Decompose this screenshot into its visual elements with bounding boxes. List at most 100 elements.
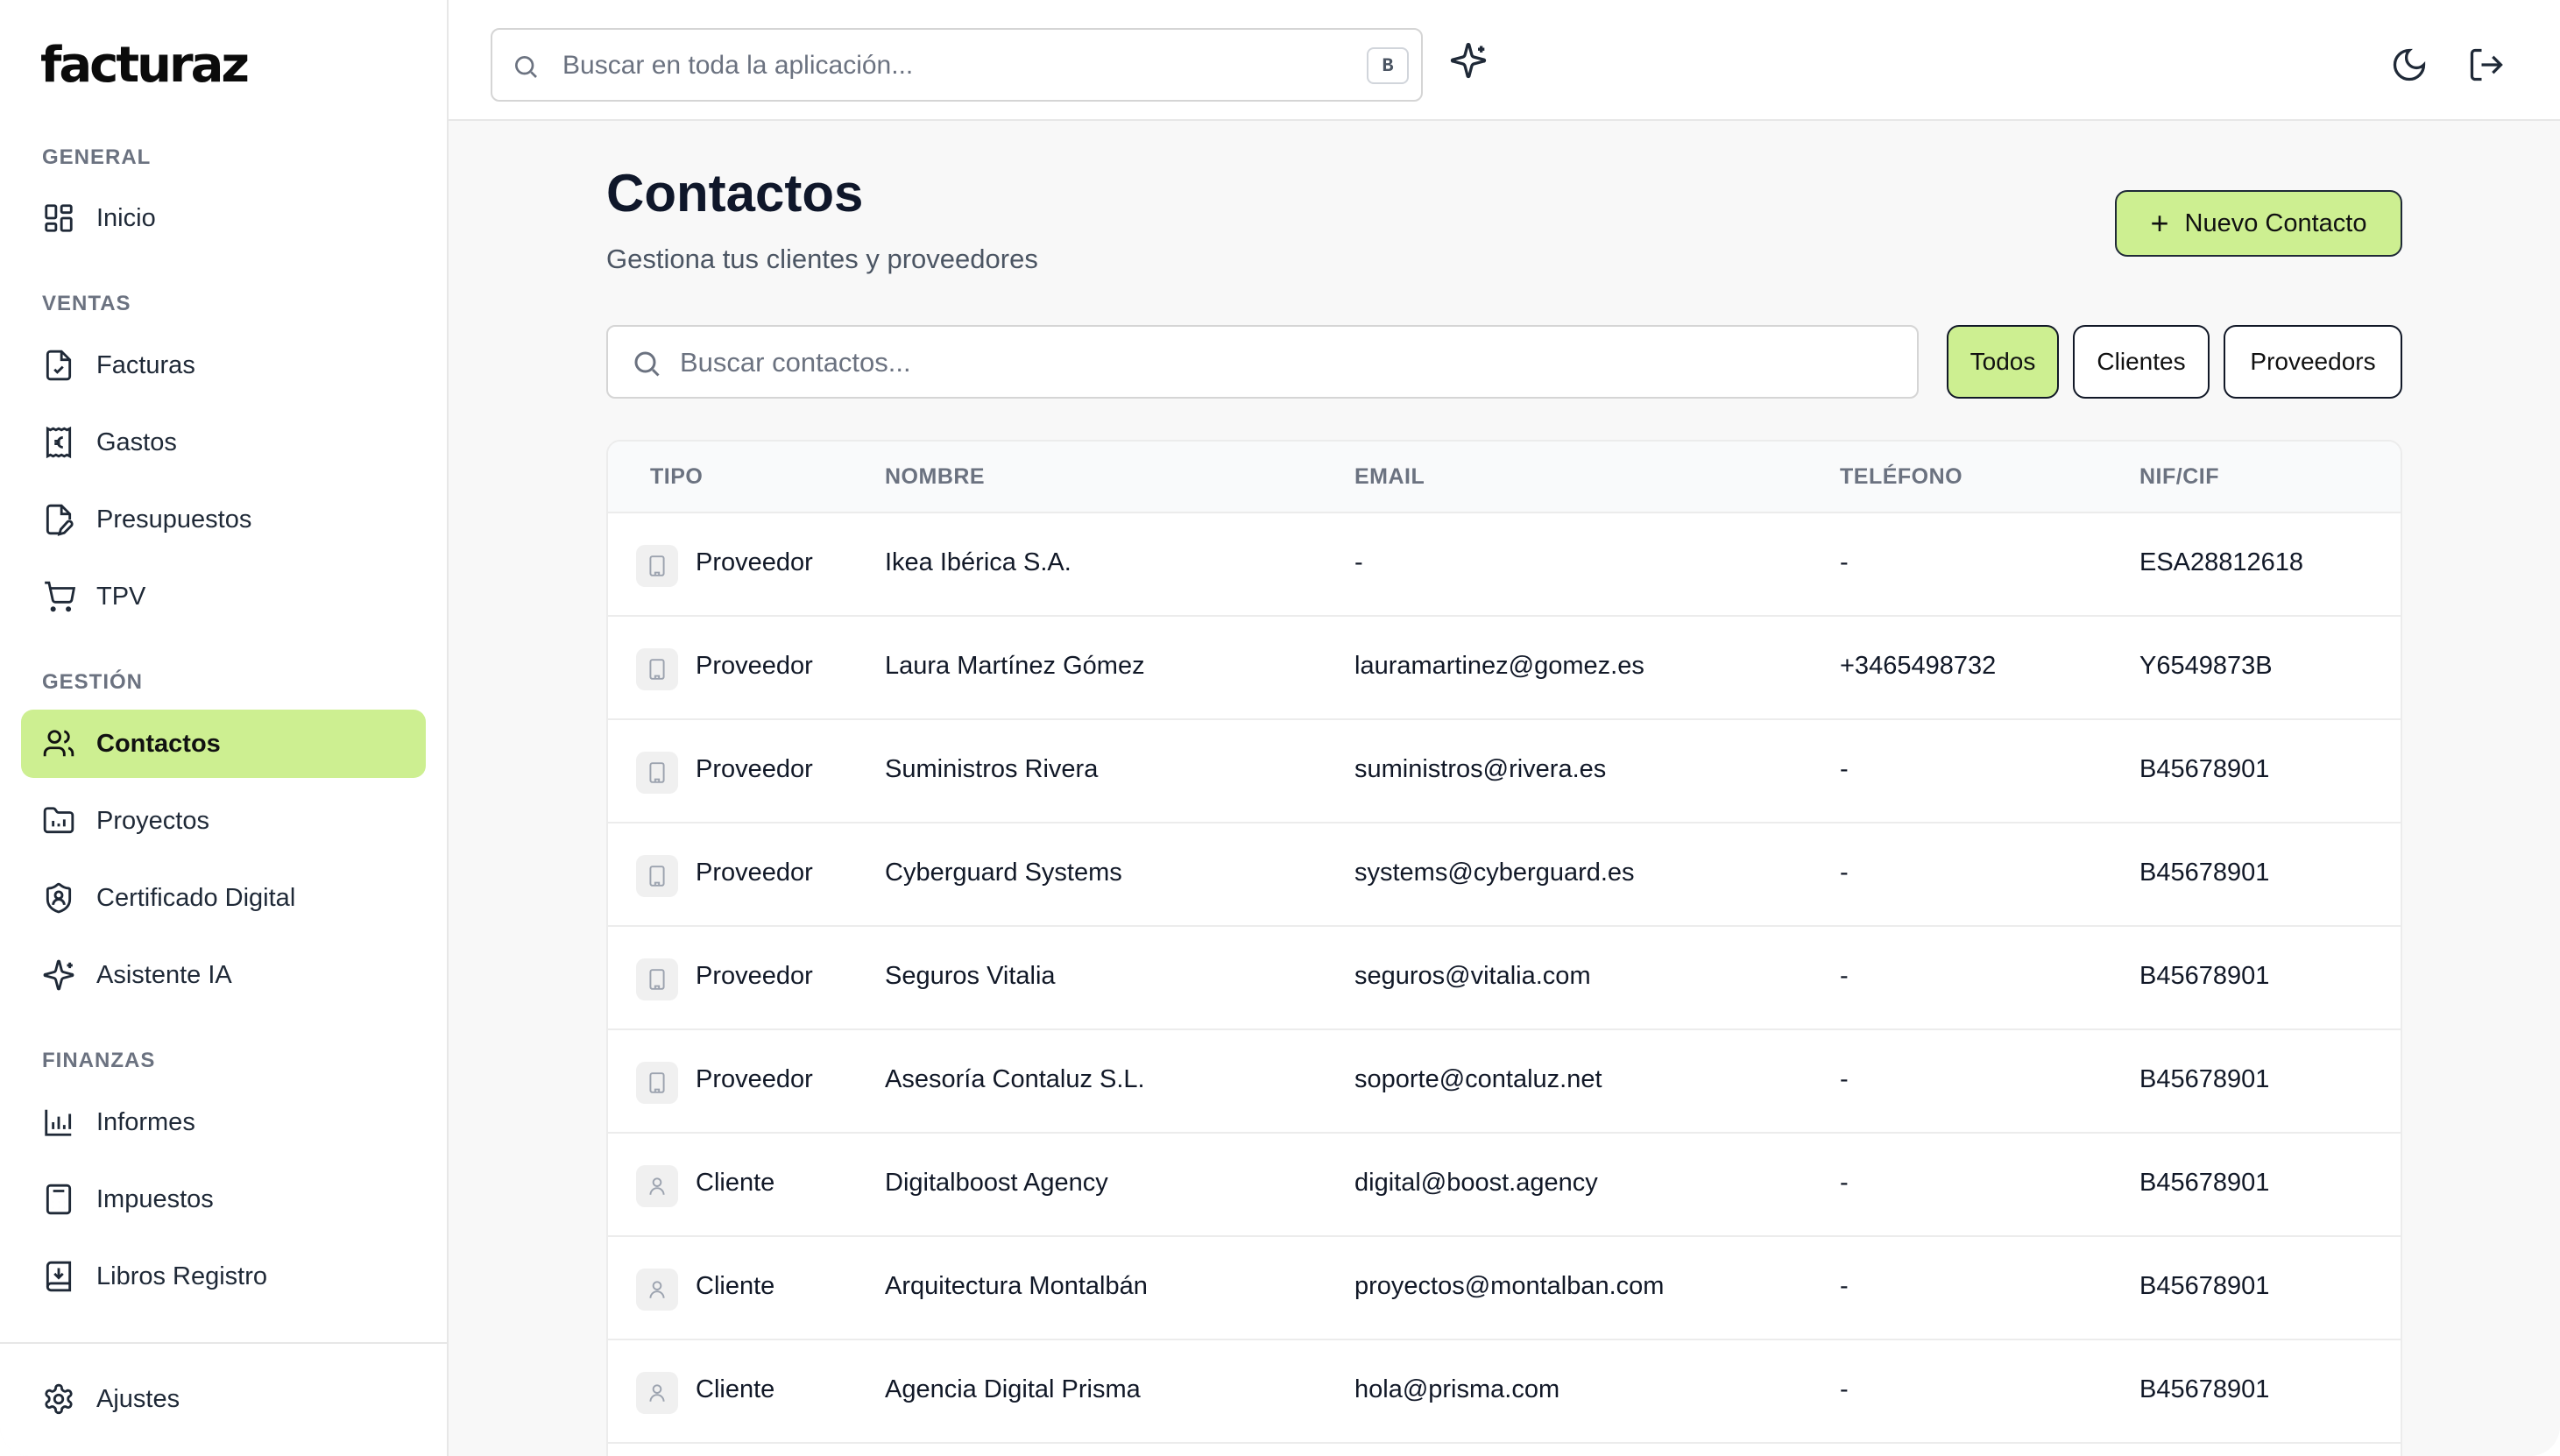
table-row[interactable]: Proveedor Asesoría Contaluz S.L. soporte…	[608, 1030, 2401, 1134]
page-title: Contactos	[606, 164, 864, 223]
contact-search[interactable]	[606, 325, 1919, 399]
cell-nombre: Asesoría Contaluz S.L.	[885, 1065, 1145, 1093]
book-download-icon	[46, 1261, 72, 1292]
cell-nombre: Laura Martínez Gómez	[885, 652, 1145, 680]
dashboard-icon	[45, 204, 73, 232]
type-badge	[636, 752, 678, 794]
cell-nif: B45678901	[2139, 1065, 2270, 1093]
logout-icon[interactable]	[2467, 46, 2506, 84]
cell-telefono: +3465498732	[1840, 652, 1997, 680]
search-icon	[515, 56, 537, 78]
column-header-nombre[interactable]: NOMBRE	[885, 464, 986, 489]
building-icon	[649, 659, 665, 680]
table-row[interactable]: Cliente Agencia Digital Prisma hola@pris…	[608, 1340, 2401, 1444]
global-search[interactable]: B	[491, 28, 1423, 102]
cell-email: proyectos@montalban.com	[1354, 1272, 1665, 1300]
cell-nombre: Cyberguard Systems	[885, 859, 1122, 887]
sidebar-item-presupuestos[interactable]: Presupuestos	[21, 485, 426, 554]
sidebar-item-facturas[interactable]: Facturas	[21, 331, 426, 399]
column-header-telefono[interactable]: TELÉFONO	[1840, 464, 1963, 489]
sidebar-item-label: Informes	[96, 1107, 195, 1136]
new-contact-button[interactable]: + Nuevo Contacto	[2115, 190, 2402, 257]
sidebar-divider	[0, 1342, 449, 1344]
invoice-icon	[46, 350, 72, 381]
sidebar-item-tpv[interactable]: TPV	[21, 562, 426, 631]
user-icon	[649, 1384, 665, 1402]
cell-telefono: -	[1840, 1375, 1849, 1403]
new-contact-label: Nuevo Contacto	[2184, 209, 2367, 237]
global-search-input[interactable]	[562, 46, 1333, 86]
cell-telefono: -	[1840, 1169, 1849, 1197]
sidebar-item-certificado[interactable]: Certificado Digital	[21, 864, 426, 932]
column-header-tipo[interactable]: TIPO	[650, 464, 704, 489]
cell-nif: B45678901	[2139, 1272, 2270, 1300]
contacts-table: TIPO NOMBRE EMAIL TELÉFONO NIF/CIF Prove…	[606, 440, 2402, 1456]
filter-clientes[interactable]: Clientes	[2073, 325, 2210, 399]
sidebar-item-proyectos[interactable]: Proyectos	[21, 787, 426, 855]
sidebar-item-label: Presupuestos	[96, 505, 252, 534]
cell-tipo: Proveedor	[696, 548, 813, 576]
folder-icon	[43, 807, 74, 834]
type-badge	[636, 1269, 678, 1311]
table-row[interactable]: Proveedor Cyberguard Systems systems@cyb…	[608, 823, 2401, 927]
table-row[interactable]: Cliente Digitalboost Agency digital@boos…	[608, 1134, 2401, 1237]
user-icon	[649, 1177, 665, 1195]
cell-telefono: -	[1840, 1272, 1849, 1300]
type-badge	[636, 1062, 678, 1104]
contact-search-input[interactable]	[680, 343, 1889, 383]
sidebar-item-informes[interactable]: Informes	[21, 1088, 426, 1156]
column-header-nif[interactable]: NIF/CIF	[2139, 464, 2219, 489]
cell-nombre: Agencia Digital Prisma	[885, 1375, 1141, 1403]
sidebar-item-inicio[interactable]: Inicio	[21, 184, 426, 252]
cell-nombre: Ikea Ibérica S.A.	[885, 548, 1071, 576]
type-badge	[636, 1165, 678, 1207]
sidebar-item-gastos[interactable]: Gastos	[21, 408, 426, 477]
table-row[interactable]: Proveedor Seguros Vitalia seguros@vitali…	[608, 927, 2401, 1030]
shield-user-icon	[46, 882, 72, 914]
cell-email: seguros@vitalia.com	[1354, 962, 1591, 990]
cell-email: suministros@rivera.es	[1354, 755, 1607, 783]
table-row[interactable]: Proveedor Laura Martínez Gómez lauramart…	[608, 617, 2401, 720]
sidebar-item-libros[interactable]: Libros Registro	[21, 1242, 426, 1311]
column-header-email[interactable]: EMAIL	[1354, 464, 1425, 489]
sparkles-icon[interactable]	[1449, 41, 1488, 80]
sidebar-item-label: Proyectos	[96, 806, 209, 835]
sidebar-item-impuestos[interactable]: Impuestos	[21, 1165, 426, 1233]
filter-proveedores[interactable]: Proveedors	[2224, 325, 2402, 399]
cell-nif: Y6549873B	[2139, 652, 2273, 680]
table-row[interactable]: Proveedor Suministros Rivera suministros…	[608, 720, 2401, 823]
moon-icon[interactable]	[2390, 46, 2429, 84]
plus-icon: +	[2150, 205, 2169, 241]
table-row[interactable]: Cliente Arquitectura Montalbán proyectos…	[608, 1237, 2401, 1340]
cell-nif: ESA28812618	[2139, 548, 2304, 576]
table-header: TIPO NOMBRE EMAIL TELÉFONO NIF/CIF	[608, 442, 2401, 513]
cell-nif: B45678901	[2139, 1169, 2270, 1197]
cell-tipo: Cliente	[696, 1169, 775, 1197]
cell-tipo: Proveedor	[696, 755, 813, 783]
table-row[interactable]: Proveedor Ikea Ibérica S.A. - - ESA28812…	[608, 513, 2401, 617]
filter-todos[interactable]: Todos	[1947, 325, 2059, 399]
cell-nif: B45678901	[2139, 1375, 2270, 1403]
building-icon	[649, 866, 665, 887]
sidebar-item-contactos[interactable]: Contactos	[21, 710, 426, 778]
sidebar-item-ajustes[interactable]: Ajustes	[21, 1365, 426, 1433]
calculator-icon	[46, 1184, 72, 1215]
sidebar-item-asistente[interactable]: Asistente IA	[21, 941, 426, 1009]
sidebar-item-label: Impuestos	[96, 1184, 214, 1213]
sidebar: facturaz GENERAL Inicio VENTAS Facturas …	[0, 0, 449, 1456]
section-label-ventas: VENTAS	[42, 292, 131, 315]
sidebar-item-label: Inicio	[96, 203, 156, 232]
cell-nombre: Arquitectura Montalbán	[885, 1272, 1148, 1300]
cell-nombre: Seguros Vitalia	[885, 962, 1056, 990]
section-label-finanzas: FINANZAS	[42, 1049, 156, 1072]
app-logo[interactable]: facturaz	[40, 37, 250, 94]
type-badge	[636, 855, 678, 897]
cell-nif: B45678901	[2139, 962, 2270, 990]
search-shortcut-badge: B	[1367, 47, 1409, 84]
type-badge	[636, 545, 678, 587]
sidebar-item-label: Facturas	[96, 350, 195, 379]
sparkles-icon	[43, 959, 74, 991]
table-body: Proveedor Ikea Ibérica S.A. - - ESA28812…	[608, 513, 2401, 1444]
section-label-gestion: GESTIÓN	[42, 670, 144, 694]
